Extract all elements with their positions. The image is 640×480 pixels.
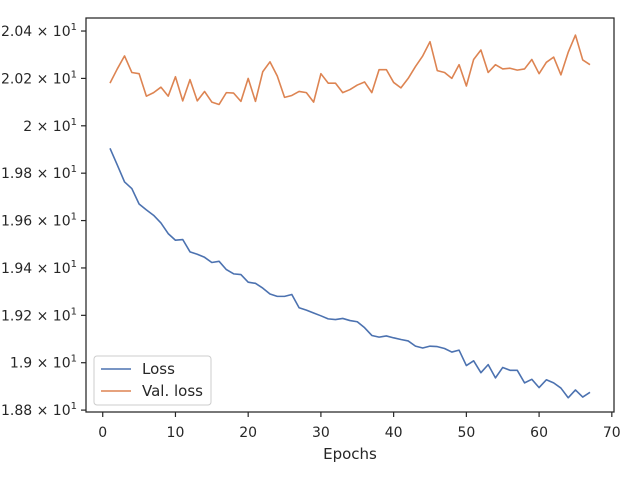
y-tick-label: 1.92 × 101 [1,306,77,324]
y-axis: 1.88 × 101 1.9 × 101 1.92 × 101 1.94 × 101 1… [1,22,86,419]
series-line-1 [109,34,591,106]
y-tick-label: 1.98 × 101 [1,164,77,182]
plot-lines [109,34,591,399]
x-tick-label: 70 [603,425,621,441]
y-tick-label: 1.88 × 101 [1,401,77,419]
plot-frame [85,17,615,413]
x-tick-label: 10 [167,425,185,441]
x-tick-label: 30 [312,425,330,441]
legend: Loss Val. loss [93,355,212,406]
y-tick-label: 1.96 × 101 [1,212,77,230]
y-tick-label: 1.94 × 101 [1,259,77,277]
y-tick-label: 2.04 × 101 [1,22,77,40]
y-tick-label: 1.9 × 101 [10,354,77,372]
x-axis: 0 10 20 30 40 50 60 70 [98,412,621,441]
x-tick-label: 60 [530,425,548,441]
x-tick-label: 0 [98,425,107,441]
x-tick-label: 20 [239,425,257,441]
series-line-0 [109,147,591,399]
x-axis-label: Epochs [323,445,377,463]
y-tick-label: 2 × 101 [23,117,77,135]
x-tick-label: 50 [457,425,475,441]
y-tick-label: 2.02 × 101 [1,69,77,87]
legend-label-val-loss: Val. loss [142,382,203,400]
x-tick-label: 40 [385,425,403,441]
legend-label-loss: Loss [142,360,175,378]
